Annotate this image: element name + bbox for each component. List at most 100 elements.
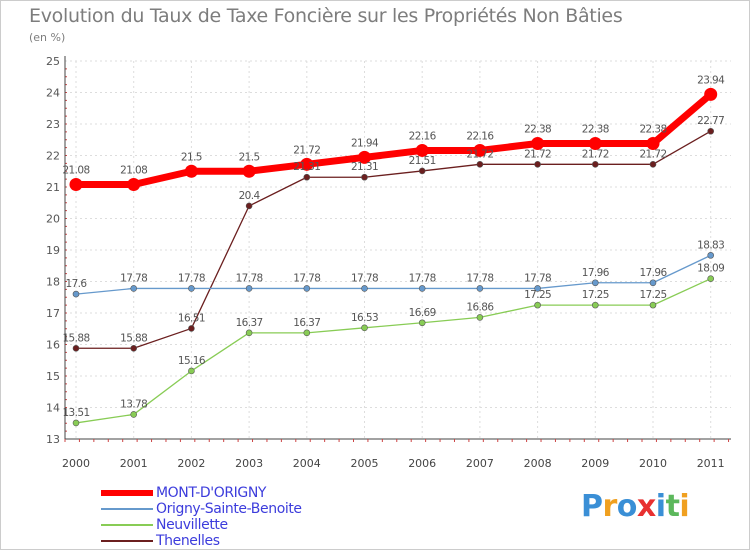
data-label: 13.51 — [62, 407, 89, 419]
data-point — [303, 329, 311, 337]
data-point — [707, 275, 715, 282]
data-label: 22.38 — [582, 124, 609, 136]
data-point — [242, 164, 256, 178]
data-label: 15.88 — [120, 332, 147, 344]
legend-label: MONT-D'ORIGNY — [156, 485, 267, 501]
legend-label: Thenelles — [156, 533, 220, 549]
data-point — [361, 173, 368, 181]
data-label: 22.38 — [639, 124, 666, 136]
data-label: 16.37 — [293, 317, 320, 329]
logo-letter: o — [616, 489, 638, 524]
data-point — [72, 344, 80, 352]
data-label: 20.4 — [239, 190, 261, 202]
data-label: 22.16 — [409, 130, 437, 142]
data-label: 15.88 — [62, 332, 89, 344]
data-point — [303, 285, 311, 292]
x-tick-label: 2004 — [293, 457, 321, 470]
data-point — [591, 161, 599, 168]
data-label: 17.78 — [293, 272, 320, 284]
data-label: 21.94 — [351, 137, 379, 149]
data-point — [127, 177, 141, 191]
data-point — [476, 161, 484, 168]
y-tick-label: 21 — [46, 181, 60, 194]
x-tick-label: 2001 — [120, 457, 148, 470]
logo-letter: x — [636, 489, 656, 524]
x-tick-label: 2007 — [466, 457, 494, 470]
data-point — [591, 279, 599, 287]
data-point — [245, 285, 253, 292]
data-point — [476, 285, 484, 292]
data-label: 16.86 — [466, 301, 494, 313]
data-point — [69, 177, 83, 191]
data-point — [531, 137, 545, 151]
data-point — [72, 419, 80, 427]
data-point — [188, 325, 195, 332]
series-line — [75, 254, 711, 295]
data-label: 21.08 — [62, 164, 89, 176]
data-label: 17.78 — [524, 272, 551, 284]
data-label: 16.51 — [178, 312, 205, 324]
logo-letter: r — [602, 489, 618, 524]
data-point — [707, 252, 715, 259]
y-tick-label: 13 — [46, 433, 60, 446]
data-label: 21.08 — [120, 164, 147, 176]
data-point — [418, 319, 426, 327]
data-label: 18.09 — [697, 263, 724, 275]
data-point — [72, 290, 80, 298]
data-point — [591, 301, 599, 309]
data-label: 17.25 — [639, 289, 666, 301]
x-tick-label: 2010 — [639, 457, 667, 470]
data-point — [649, 279, 657, 287]
proxiti-logo: Proxiti — [581, 489, 690, 524]
data-label: 17.96 — [582, 267, 610, 279]
data-label: 23.94 — [697, 74, 725, 86]
legend-swatch — [101, 508, 153, 510]
y-tick-label: 19 — [46, 244, 60, 257]
data-point — [303, 173, 311, 181]
x-tick-label: 2003 — [235, 457, 263, 470]
data-point — [649, 301, 657, 309]
data-label: 16.37 — [236, 317, 263, 329]
logo-letter: i — [679, 489, 690, 524]
data-point — [188, 285, 195, 292]
logo-letter: P — [581, 489, 603, 524]
data-label: 16.53 — [351, 312, 378, 324]
data-point — [707, 127, 715, 135]
data-label: 18.83 — [697, 239, 724, 251]
data-point — [476, 314, 484, 321]
data-point — [245, 202, 253, 210]
x-tick-label: 2006 — [408, 457, 436, 470]
x-tick-label: 2009 — [581, 457, 609, 470]
data-point — [534, 161, 541, 168]
legend-label: Neuvillette — [156, 517, 228, 533]
series-line — [76, 91, 713, 188]
data-point — [418, 167, 426, 175]
data-label: 17.96 — [639, 267, 667, 279]
data-point — [188, 367, 195, 375]
y-tick-label: 17 — [46, 307, 60, 320]
data-label: 21.5 — [239, 151, 260, 163]
y-tick-label: 16 — [46, 339, 60, 352]
y-tick-label: 14 — [46, 402, 60, 415]
unit-label: (en %) — [29, 31, 66, 44]
logo-letter: i — [655, 489, 666, 524]
logo-letter: t — [665, 489, 680, 524]
data-point — [473, 143, 487, 157]
y-tick-label: 25 — [46, 55, 60, 68]
data-point — [130, 285, 137, 292]
data-point — [588, 137, 602, 151]
x-tick-label: 2005 — [351, 457, 379, 470]
data-label: 21.31 — [293, 161, 320, 173]
data-point — [184, 164, 198, 178]
data-label: 17.25 — [524, 289, 551, 301]
legend-label: Origny-Sainte-Benoite — [156, 501, 302, 517]
data-point — [704, 87, 718, 101]
data-label: 17.6 — [66, 278, 88, 290]
series-line — [76, 130, 712, 349]
y-tick-label: 24 — [46, 87, 60, 100]
data-label: 17.78 — [178, 272, 205, 284]
line-chart: 13 14 15 16 17 18 19 20 21 22 23 24 25 2000 2001 2002 20… — [46, 55, 731, 470]
data-label: 15.16 — [178, 355, 206, 367]
y-tick-label: 23 — [46, 118, 60, 131]
